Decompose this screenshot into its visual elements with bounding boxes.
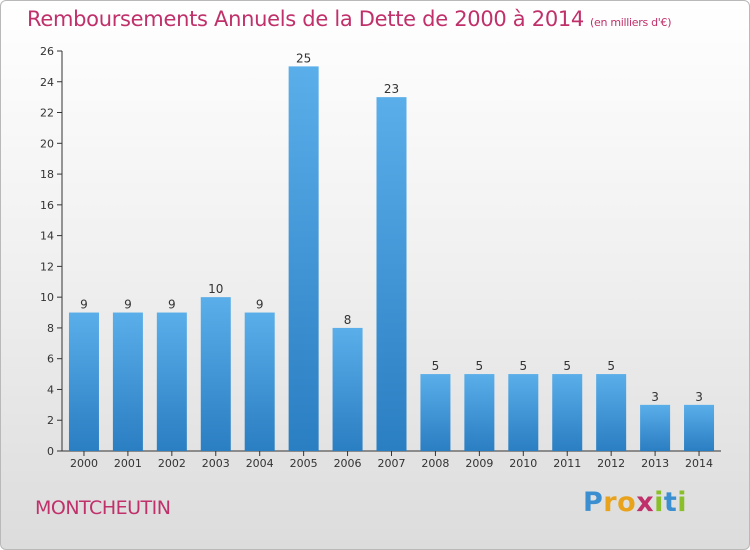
x-tick-label: 2002: [158, 457, 186, 470]
chart-subtitle: (en milliers d'€): [590, 16, 672, 29]
x-tick-label: 2013: [641, 457, 669, 470]
data-label-2012: 5: [607, 359, 615, 373]
x-tick-label: 2000: [70, 457, 98, 470]
x-tick-label: 2006: [334, 457, 362, 470]
x-tick-label: 2004: [246, 457, 274, 470]
x-tick-label: 2001: [114, 457, 142, 470]
data-label-2008: 5: [432, 359, 440, 373]
data-label-2007: 23: [384, 82, 399, 96]
x-tick-label: 2005: [290, 457, 318, 470]
x-tick-label: 2003: [202, 457, 230, 470]
bar-2012: [596, 374, 627, 451]
y-tick-label: 14: [40, 230, 54, 243]
y-tick-label: 10: [40, 291, 54, 304]
x-tick-label: 2008: [421, 457, 449, 470]
logo-letter: r: [603, 487, 618, 518]
bar-2001: [112, 312, 143, 451]
data-label-2006: 8: [344, 313, 352, 327]
bar-2007: [376, 97, 407, 452]
y-tick-label: 0: [47, 445, 54, 458]
y-tick-label: 8: [47, 322, 54, 335]
x-tick-label: 2012: [597, 457, 625, 470]
logo-letter: t: [663, 487, 678, 518]
logo-letter: i: [654, 487, 664, 518]
logo-letter: i: [677, 487, 688, 518]
bar-2003: [200, 297, 231, 451]
chart-title-main: Remboursements Annuels de la Dette de 20…: [27, 7, 584, 31]
bar-2002: [156, 312, 187, 451]
bar-2010: [508, 374, 539, 451]
data-label-2004: 9: [256, 298, 264, 312]
place-name: MONTCHEUTIN: [35, 497, 171, 519]
chart-title: Remboursements Annuels de la Dette de 20…: [27, 7, 671, 31]
bar-2011: [552, 374, 583, 451]
data-label-2001: 9: [124, 298, 132, 312]
data-label-2003: 10: [208, 282, 223, 296]
y-tick-label: 4: [47, 383, 54, 396]
bar-2006: [332, 327, 363, 451]
data-label-2005: 25: [296, 51, 311, 65]
y-tick-label: 22: [40, 107, 54, 120]
proxiti-logo: Proxiti: [583, 487, 687, 518]
bar-2014: [684, 404, 715, 451]
data-label-2000: 9: [80, 298, 88, 312]
logo-letter: x: [636, 487, 655, 518]
data-label-2014: 3: [695, 390, 703, 404]
data-label-2009: 5: [476, 359, 484, 373]
y-tick-label: 26: [40, 45, 54, 58]
x-tick-label: 2007: [378, 457, 406, 470]
x-tick-label: 2009: [465, 457, 493, 470]
x-tick-label: 2011: [553, 457, 581, 470]
bar-2005: [288, 66, 319, 451]
data-label-2011: 5: [563, 359, 571, 373]
y-tick-label: 24: [40, 76, 54, 89]
bar-2009: [464, 374, 495, 451]
logo-letter: o: [617, 487, 637, 518]
y-tick-label: 18: [40, 168, 54, 181]
y-tick-label: 12: [40, 260, 54, 273]
y-tick-label: 6: [47, 353, 54, 366]
bar-2000: [68, 312, 99, 451]
data-label-2010: 5: [519, 359, 527, 373]
data-label-2013: 3: [651, 390, 659, 404]
x-tick-label: 2014: [685, 457, 713, 470]
data-label-2002: 9: [168, 298, 176, 312]
bar-2008: [420, 374, 451, 451]
bar-2013: [640, 404, 671, 451]
y-tick-label: 2: [47, 414, 54, 427]
bar-2004: [244, 312, 275, 451]
x-tick-label: 2010: [509, 457, 537, 470]
logo-letter: P: [583, 487, 604, 518]
y-tick-label: 20: [40, 137, 54, 150]
y-tick-label: 16: [40, 199, 54, 212]
